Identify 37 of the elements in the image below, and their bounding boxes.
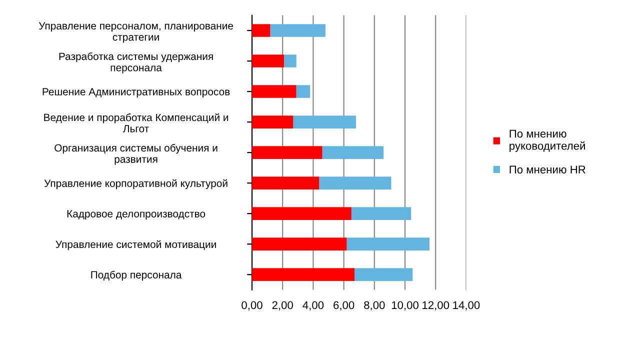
y-tick-label: Организация системы обучения и развития: [54, 144, 218, 165]
bar: [284, 54, 296, 68]
bar: [252, 116, 294, 128]
x-tick-label: 8,00: [364, 301, 385, 310]
bar: [296, 85, 310, 98]
bar: [270, 24, 326, 37]
bar: [351, 207, 412, 220]
y-tick-label: Управление корпоративной культурой: [44, 179, 228, 190]
bar: [252, 54, 284, 68]
x-tick-label: 4,00: [302, 301, 324, 310]
bar: [354, 268, 413, 281]
bar: [252, 238, 347, 250]
x-tick-label: 14,00: [453, 301, 480, 310]
bar: [346, 238, 430, 250]
legend-label: По мнению HR: [510, 166, 586, 174]
x-tick-label: 2,00: [272, 301, 293, 310]
bar: [319, 176, 392, 190]
y-tick-label: Разработка системы удержания персонала: [59, 52, 213, 74]
y-tick-label: Решение Административных вопросов: [42, 88, 230, 98]
y-tick-label: Ведение и проработка Компенсаций и Льгот: [44, 113, 228, 132]
x-tick-label: 12,00: [422, 301, 450, 310]
y-tick-label: Кадровое делопроизводство: [67, 210, 206, 220]
bar: [293, 116, 356, 128]
bar: [252, 146, 322, 159]
x-tick-label: 10,00: [392, 301, 418, 310]
bar: [252, 207, 352, 220]
bar: [252, 85, 296, 98]
bar: [252, 268, 355, 281]
x-tick-label: 0,00: [242, 301, 262, 310]
bar: [322, 146, 384, 159]
bar: [252, 176, 320, 190]
bar: [252, 24, 270, 37]
y-tick-label: Управление системой мотивации: [56, 240, 216, 250]
y-tick-label: Управление персоналом, планирование стратегии: [38, 22, 234, 43]
legend-label: По мнению руководителей: [510, 130, 585, 152]
x-tick-label: 6,00: [334, 301, 354, 310]
y-tick-label: Подбор персонала: [91, 270, 182, 281]
